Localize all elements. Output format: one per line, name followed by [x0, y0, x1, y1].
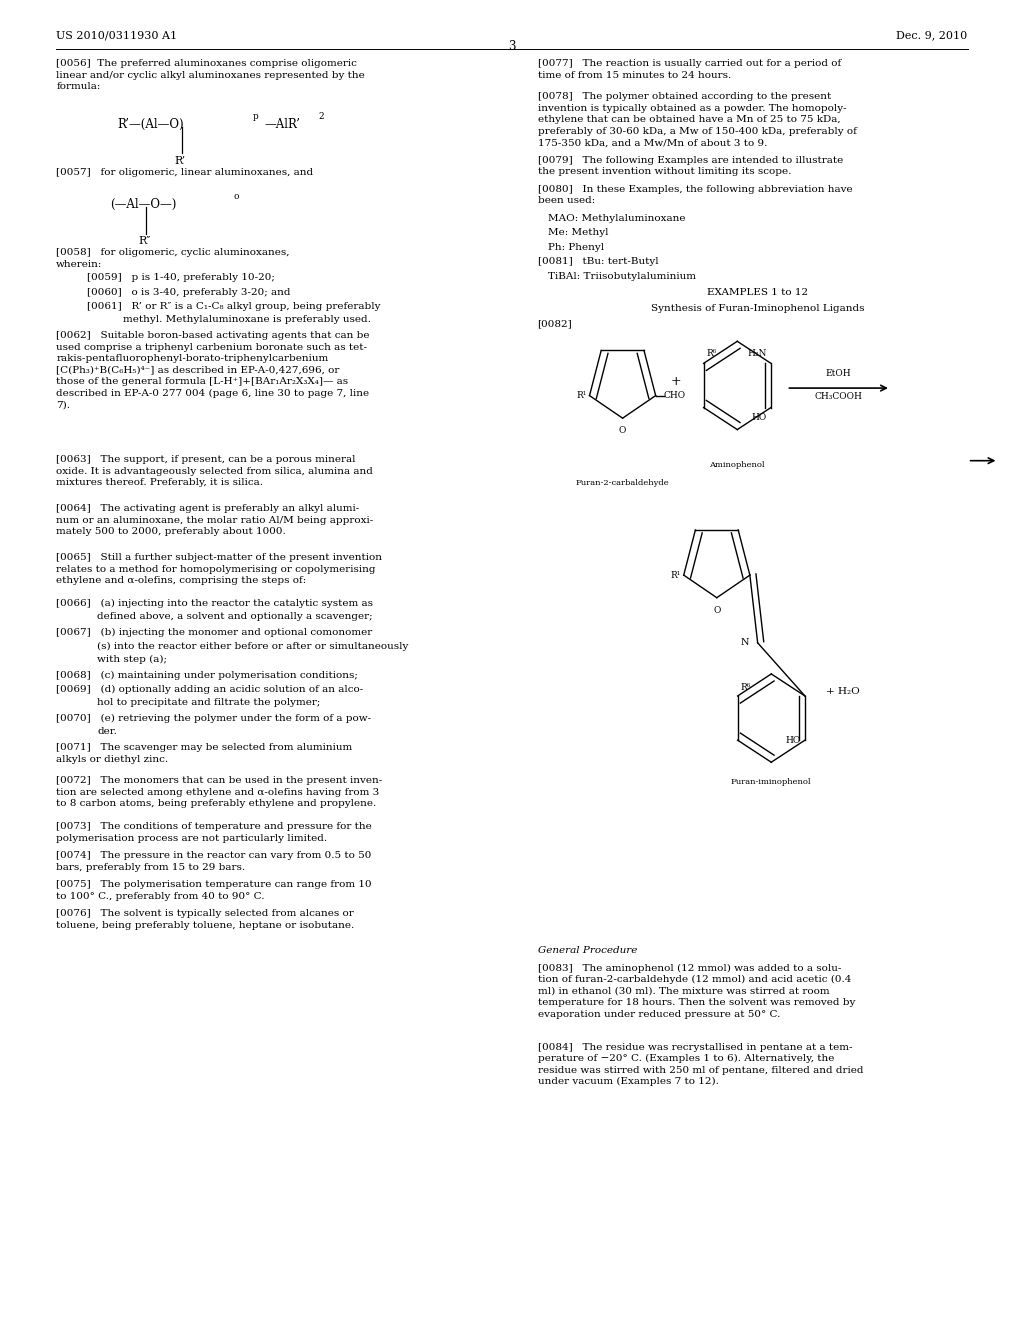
Text: methyl. Methylaluminoxane is preferably used.: methyl. Methylaluminoxane is preferably …: [123, 315, 371, 325]
Text: Synthesis of Furan-Iminophenol Ligands: Synthesis of Furan-Iminophenol Ligands: [651, 304, 864, 313]
Text: EtOH: EtOH: [825, 368, 852, 378]
Text: [0062]   Suitable boron-based activating agents that can be
used comprise a trip: [0062] Suitable boron-based activating a…: [56, 331, 370, 409]
Text: [0073]   The conditions of temperature and pressure for the
polymerisation proce: [0073] The conditions of temperature and…: [56, 822, 372, 842]
Text: + H₂O: + H₂O: [825, 688, 859, 696]
Text: H₂N: H₂N: [748, 348, 767, 358]
Text: [0070]   (e) retrieving the polymer under the form of a pow-: [0070] (e) retrieving the polymer under …: [56, 714, 372, 723]
Text: [0056]  The preferred aluminoxanes comprise oligomeric
linear and/or cyclic alky: [0056] The preferred aluminoxanes compri…: [56, 59, 366, 91]
Text: R’—(Al—O): R’—(Al—O): [118, 117, 184, 131]
Text: p: p: [253, 112, 259, 120]
Text: [0083]   The aminophenol (12 mmol) was added to a solu-
tion of furan-2-carbalde: [0083] The aminophenol (12 mmol) was add…: [538, 964, 855, 1019]
Text: +: +: [671, 375, 681, 388]
Text: hol to precipitate and filtrate the polymer;: hol to precipitate and filtrate the poly…: [97, 698, 321, 708]
Text: [0059]   p is 1-40, preferably 10-20;: [0059] p is 1-40, preferably 10-20;: [87, 273, 274, 282]
Text: —AlR’: —AlR’: [264, 117, 300, 131]
Text: [0080]   In these Examples, the following abbreviation have
been used:: [0080] In these Examples, the following …: [538, 185, 852, 205]
Text: [0060]   o is 3-40, preferably 3-20; and: [0060] o is 3-40, preferably 3-20; and: [87, 288, 291, 297]
Text: [0075]   The polymerisation temperature can range from 10
to 100° C., preferably: [0075] The polymerisation temperature ca…: [56, 880, 372, 900]
Text: [0072]   The monomers that can be used in the present inven-
tion are selected a: [0072] The monomers that can be used in …: [56, 776, 383, 808]
Text: [0069]   (d) optionally adding an acidic solution of an alco-: [0069] (d) optionally adding an acidic s…: [56, 685, 364, 694]
Text: [0065]   Still a further subject-matter of the present invention
relates to a me: [0065] Still a further subject-matter of…: [56, 553, 382, 585]
Text: Furan-2-carbaldehyde: Furan-2-carbaldehyde: [575, 479, 670, 487]
Text: R⁶: R⁶: [740, 682, 751, 692]
Text: O: O: [618, 426, 627, 436]
Text: der.: der.: [97, 727, 117, 737]
Text: HO: HO: [785, 735, 801, 744]
Text: Me: Methyl: Me: Methyl: [548, 228, 608, 238]
Text: General Procedure: General Procedure: [538, 946, 637, 956]
Text: R¹: R¹: [671, 570, 681, 579]
Text: [0074]   The pressure in the reactor can vary from 0.5 to 50
bars, preferably fr: [0074] The pressure in the reactor can v…: [56, 851, 372, 871]
Text: defined above, a solvent and optionally a scavenger;: defined above, a solvent and optionally …: [97, 612, 373, 622]
Text: [0084]   The residue was recrystallised in pentane at a tem-
perature of −20° C.: [0084] The residue was recrystallised in…: [538, 1043, 863, 1086]
Text: O: O: [713, 606, 721, 615]
Text: [0081]   tBu: tert-Butyl: [0081] tBu: tert-Butyl: [538, 257, 658, 267]
Text: R¹: R¹: [577, 391, 587, 400]
Text: [0057]   for oligomeric, linear aluminoxanes, and: [0057] for oligomeric, linear aluminoxan…: [56, 168, 313, 177]
Text: CHO: CHO: [664, 391, 686, 400]
Text: [0061]   R’ or R″ is a C₁-C₈ alkyl group, being preferably: [0061] R’ or R″ is a C₁-C₈ alkyl group, …: [87, 302, 381, 312]
Text: Dec. 9, 2010: Dec. 9, 2010: [896, 30, 968, 41]
Text: [0058]   for oligomeric, cyclic aluminoxanes,
wherein:: [0058] for oligomeric, cyclic aluminoxan…: [56, 248, 290, 268]
Text: 3: 3: [508, 40, 516, 53]
Text: (s) into the reactor either before or after or simultaneously: (s) into the reactor either before or af…: [97, 642, 409, 651]
Text: [0079]   The following Examples are intended to illustrate
the present invention: [0079] The following Examples are intend…: [538, 156, 843, 176]
Text: R⁶: R⁶: [707, 348, 717, 358]
Text: [0067]   (b) injecting the monomer and optional comonomer: [0067] (b) injecting the monomer and opt…: [56, 628, 373, 638]
Text: [0076]   The solvent is typically selected from alcanes or
toluene, being prefer: [0076] The solvent is typically selected…: [56, 909, 354, 929]
Text: [0063]   The support, if present, can be a porous mineral
oxide. It is advantage: [0063] The support, if present, can be a…: [56, 455, 373, 487]
Text: Furan-iminophenol: Furan-iminophenol: [731, 777, 812, 787]
Text: [0071]   The scavenger may be selected from aluminium
alkyls or diethyl zinc.: [0071] The scavenger may be selected fro…: [56, 743, 352, 763]
Text: Aminophenol: Aminophenol: [710, 462, 765, 470]
Text: [0078]   The polymer obtained according to the present
invention is typically ob: [0078] The polymer obtained according to…: [538, 92, 856, 148]
Text: US 2010/0311930 A1: US 2010/0311930 A1: [56, 30, 177, 41]
Text: Ph: Phenyl: Ph: Phenyl: [548, 243, 604, 252]
Text: o: o: [233, 193, 239, 201]
Text: [0066]   (a) injecting into the reactor the catalytic system as: [0066] (a) injecting into the reactor th…: [56, 599, 374, 609]
Text: N: N: [741, 639, 750, 647]
Text: [0077]   The reaction is usually carried out for a period of
time of from 15 min: [0077] The reaction is usually carried o…: [538, 59, 841, 79]
Text: with step (a);: with step (a);: [97, 655, 167, 664]
Text: EXAMPLES 1 to 12: EXAMPLES 1 to 12: [708, 288, 808, 297]
Text: 2: 2: [318, 112, 324, 120]
Text: (—Al—O—): (—Al—O—): [111, 198, 177, 211]
Text: HO: HO: [752, 413, 767, 422]
Text: TiBAl: Triisobutylaluminium: TiBAl: Triisobutylaluminium: [548, 272, 696, 281]
Text: MAO: Methylaluminoxane: MAO: Methylaluminoxane: [548, 214, 685, 223]
Text: R’: R’: [174, 156, 185, 166]
Text: [0064]   The activating agent is preferably an alkyl alumi-
num or an aluminoxan: [0064] The activating agent is preferabl…: [56, 504, 374, 536]
Text: [0082]: [0082]: [538, 319, 572, 329]
Text: R″: R″: [138, 236, 151, 247]
Text: CH₃COOH: CH₃COOH: [815, 392, 862, 401]
Text: [0068]   (c) maintaining under polymerisation conditions;: [0068] (c) maintaining under polymerisat…: [56, 671, 358, 680]
